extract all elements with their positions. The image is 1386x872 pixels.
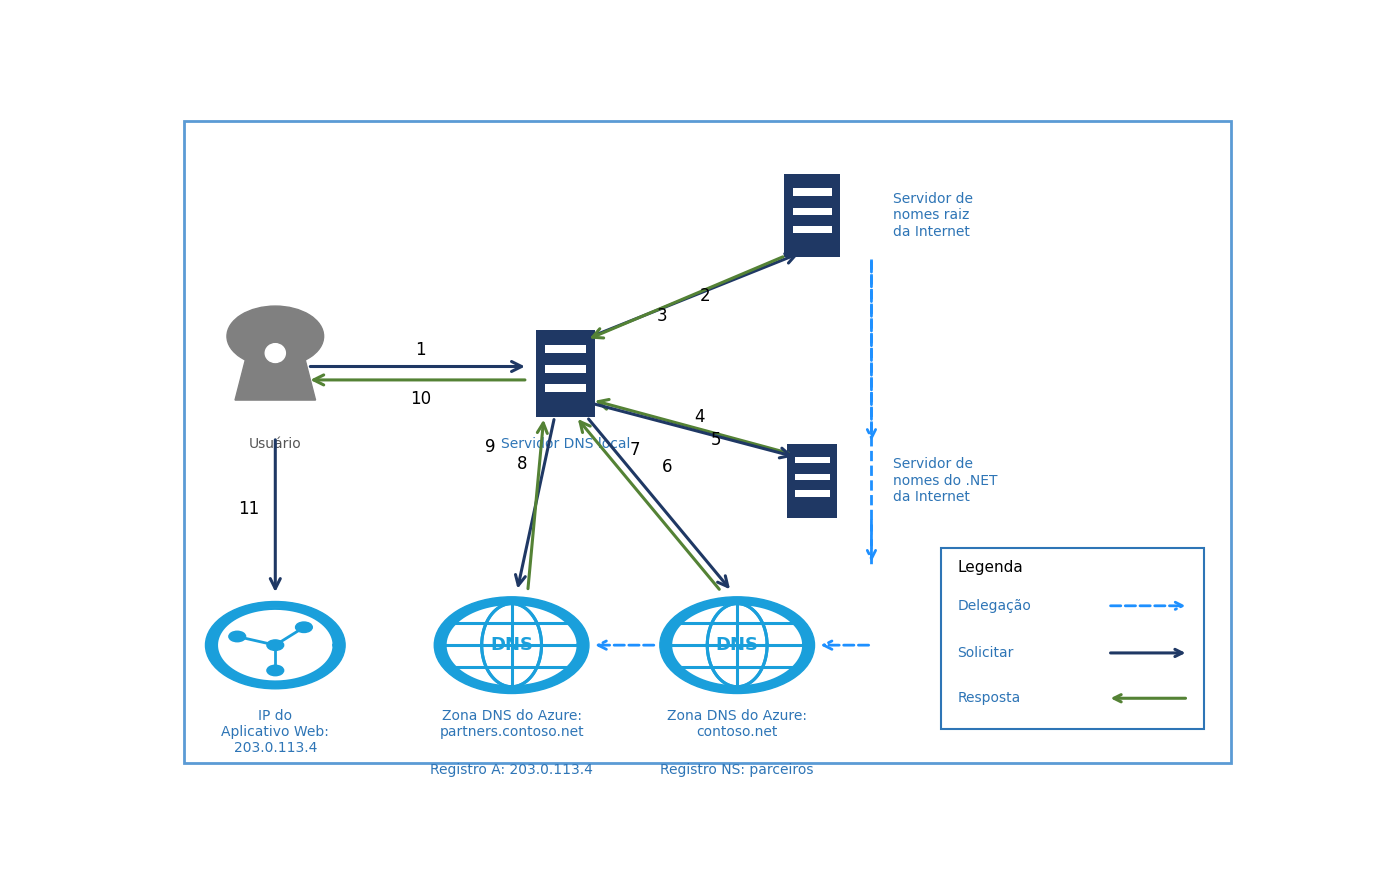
FancyBboxPatch shape <box>794 457 830 463</box>
Circle shape <box>205 602 345 689</box>
Text: Delegação: Delegação <box>958 599 1031 613</box>
Circle shape <box>216 609 334 682</box>
FancyBboxPatch shape <box>794 490 830 496</box>
FancyBboxPatch shape <box>787 444 837 518</box>
Text: 2: 2 <box>700 287 710 305</box>
FancyBboxPatch shape <box>941 548 1204 729</box>
Circle shape <box>671 603 804 687</box>
FancyBboxPatch shape <box>545 364 586 372</box>
Circle shape <box>229 631 245 642</box>
FancyBboxPatch shape <box>545 344 586 352</box>
FancyBboxPatch shape <box>794 473 830 480</box>
Text: Resposta: Resposta <box>958 691 1020 705</box>
FancyBboxPatch shape <box>793 208 832 215</box>
Ellipse shape <box>265 344 286 363</box>
Text: Registro A: 203.0.113.4: Registro A: 203.0.113.4 <box>430 763 593 777</box>
Text: Solicitar: Solicitar <box>958 646 1013 660</box>
Text: Zona DNS do Azure:
partners.contoso.net: Zona DNS do Azure: partners.contoso.net <box>439 709 584 739</box>
FancyBboxPatch shape <box>536 330 595 417</box>
Text: 7: 7 <box>629 441 640 460</box>
Text: Servidor DNS local: Servidor DNS local <box>500 437 631 451</box>
Text: IP do
Aplicativo Web:
203.0.113.4: IP do Aplicativo Web: 203.0.113.4 <box>222 709 330 755</box>
Circle shape <box>434 596 589 693</box>
Circle shape <box>227 306 324 366</box>
Text: 3: 3 <box>657 307 667 325</box>
Circle shape <box>660 596 815 693</box>
Text: Usuário: Usuário <box>249 437 302 451</box>
Text: 4: 4 <box>694 408 705 426</box>
Text: DNS: DNS <box>715 637 758 654</box>
Circle shape <box>267 665 284 676</box>
Text: Zona DNS do Azure:
contoso.net: Zona DNS do Azure: contoso.net <box>667 709 807 739</box>
Text: 5: 5 <box>711 432 721 449</box>
FancyBboxPatch shape <box>793 188 832 196</box>
Text: Registro NS: parceiros: Registro NS: parceiros <box>660 763 814 777</box>
Text: Servidor de
nomes raiz
da Internet: Servidor de nomes raiz da Internet <box>893 192 973 239</box>
Text: DNS: DNS <box>491 637 534 654</box>
Text: Servidor de
nomes do .NET
da Internet: Servidor de nomes do .NET da Internet <box>893 458 998 504</box>
Text: 9: 9 <box>485 438 495 456</box>
Text: Legenda: Legenda <box>958 560 1023 575</box>
Text: 11: 11 <box>238 501 259 518</box>
Circle shape <box>267 640 284 651</box>
Polygon shape <box>236 353 316 400</box>
Text: 10: 10 <box>410 390 431 408</box>
FancyBboxPatch shape <box>545 385 586 392</box>
Text: 8: 8 <box>517 455 528 473</box>
FancyBboxPatch shape <box>784 174 840 257</box>
Circle shape <box>445 603 578 687</box>
Text: 6: 6 <box>663 458 672 476</box>
FancyBboxPatch shape <box>793 226 832 233</box>
Circle shape <box>295 622 312 632</box>
Text: 1: 1 <box>414 341 426 358</box>
